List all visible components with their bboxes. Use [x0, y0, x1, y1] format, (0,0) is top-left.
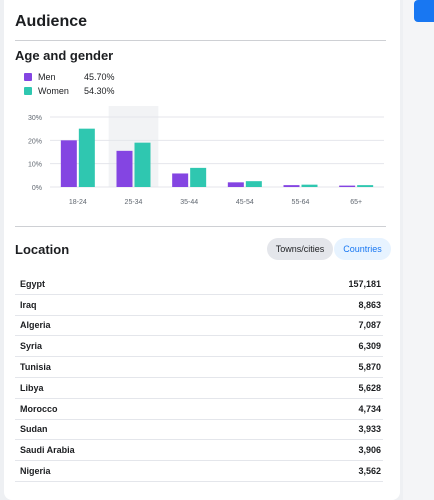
table-row: Morocco 4,734	[15, 399, 383, 420]
country-name: Iraq	[20, 299, 37, 310]
bar-women	[245, 181, 262, 187]
country-value: 3,933	[358, 424, 381, 435]
country-value: 3,906	[358, 445, 381, 456]
y-tick-label: 0%	[32, 185, 42, 192]
legend-swatch-women	[24, 87, 32, 95]
country-name: Nigeria	[20, 466, 51, 477]
age-gender-chart: 0% 10% 20% 30% 18-24 25-34 35-44 45-54 55-64 65+	[28, 106, 384, 206]
bar-men	[339, 185, 356, 187]
country-value: 157,181	[348, 278, 381, 289]
table-row: Sudan 3,933	[15, 420, 383, 441]
legend-women: Women 54.30%	[24, 86, 115, 96]
x-tick-label: 25-34	[125, 199, 143, 206]
towns-cities-filter[interactable]: Towns/cities	[267, 238, 333, 260]
x-tick-label: 35-44	[180, 199, 198, 206]
x-tick-label: 45-54	[236, 199, 254, 206]
country-value: 4,734	[358, 403, 381, 414]
header-divider	[15, 40, 386, 41]
country-value: 5,870	[358, 362, 381, 373]
country-value: 5,628	[358, 382, 381, 393]
bar-women	[134, 142, 151, 187]
bar-men	[116, 150, 133, 187]
legend-men: Men 45.70%	[24, 72, 115, 82]
page-title: Audience	[15, 13, 88, 30]
country-name: Algeria	[20, 320, 51, 331]
age-gender-title: Age and gender	[15, 48, 114, 63]
country-name: Libya	[20, 382, 44, 393]
table-row: Egypt 157,181	[15, 274, 383, 295]
legend-pct-men: 45.70%	[84, 72, 115, 82]
right-panel	[403, 0, 434, 500]
country-name: Syria	[20, 341, 43, 352]
table-row: Nigeria 3,562	[15, 461, 383, 482]
country-name: Sudan	[20, 424, 48, 435]
table-row: Algeria 7,087	[15, 316, 383, 337]
legend-label-women: Women	[38, 86, 69, 96]
primary-action-button[interactable]	[414, 0, 434, 22]
legend-pct-women: 54.30%	[84, 86, 115, 96]
bar-men	[283, 185, 300, 187]
table-row: Syria 6,309	[15, 336, 383, 358]
bar-men	[60, 140, 77, 187]
legend-label-men: Men	[38, 72, 56, 82]
bar-women	[357, 185, 374, 187]
country-name: Saudi Arabia	[20, 445, 75, 456]
bar-men	[172, 173, 189, 187]
highlight-band	[108, 106, 159, 187]
x-tick-label: 55-64	[292, 199, 310, 206]
location-title: Location	[15, 242, 70, 257]
bar-women	[78, 128, 95, 187]
country-value: 6,309	[358, 341, 381, 352]
country-value: 7,087	[358, 320, 381, 331]
bar-women	[190, 167, 207, 187]
country-value: 8,863	[358, 299, 381, 310]
country-name: Egypt	[20, 278, 46, 289]
country-name: Morocco	[20, 403, 58, 414]
section-divider	[15, 226, 386, 227]
countries-filter[interactable]: Countries	[334, 238, 391, 260]
y-tick-label: 10%	[28, 162, 42, 169]
table-row: Libya 5,628	[15, 378, 383, 399]
bar-women	[301, 184, 318, 187]
x-tick-label: 65+	[350, 199, 362, 206]
location-list: Egypt 157,181 Iraq 8,863 Algeria 7,087 Syria 6,…	[15, 274, 383, 482]
country-name: Tunisia	[20, 362, 51, 373]
y-tick-label: 20%	[28, 138, 42, 145]
y-tick-label: 30%	[28, 115, 42, 122]
table-row: Saudi Arabia 3,906	[15, 440, 383, 462]
x-tick-label: 18-24	[69, 199, 87, 206]
legend-swatch-men	[24, 73, 32, 81]
country-value: 3,562	[358, 466, 381, 477]
table-row: Tunisia 5,870	[15, 357, 383, 378]
table-row: Iraq 8,863	[15, 295, 383, 316]
bar-men	[227, 182, 244, 187]
